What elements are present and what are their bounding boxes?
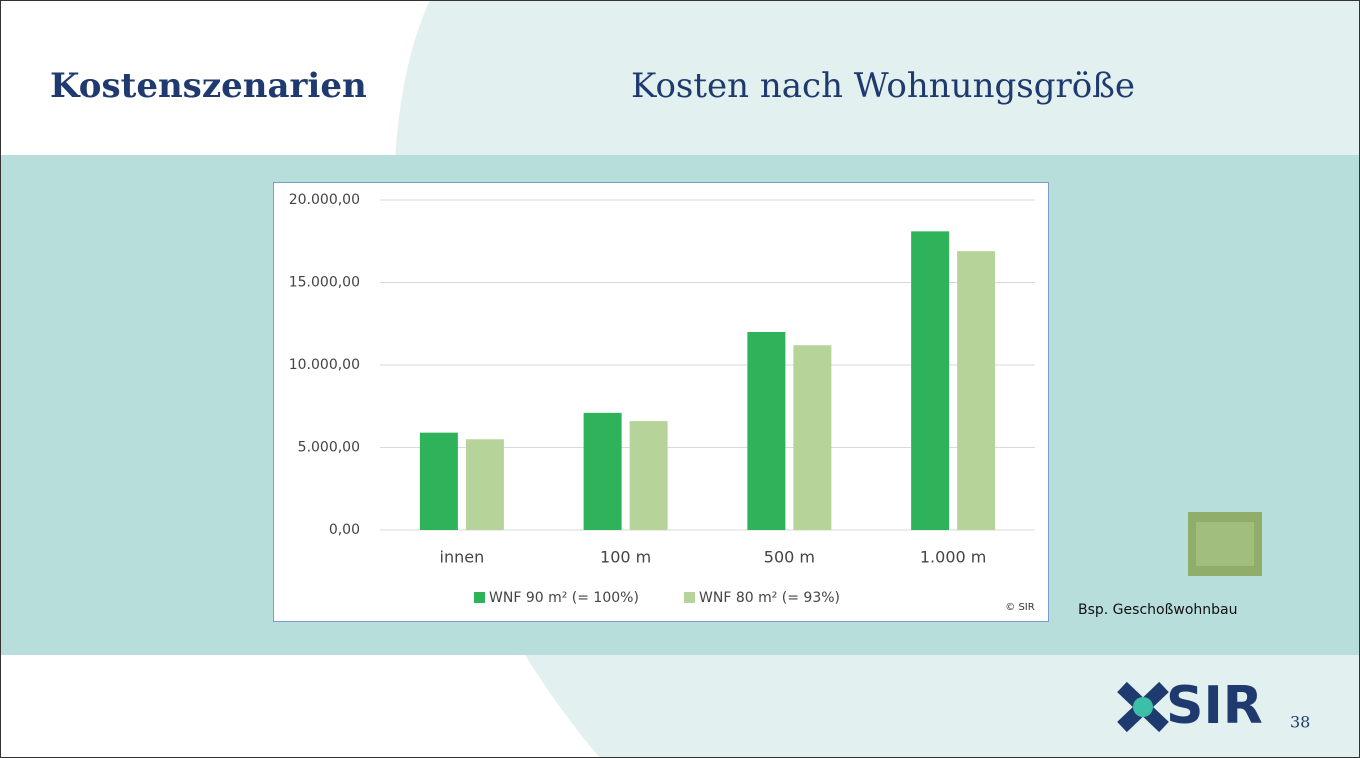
bar [466,439,504,530]
x-tick-label: innen [440,548,485,567]
y-tick-label: 0,00 [329,522,360,538]
x-tick-label: 100 m [600,548,651,567]
y-tick-label: 20.000,00 [289,192,360,208]
y-tick-label: 10.000,00 [289,357,360,373]
logo-dot [1133,697,1153,717]
slide-subtitle: Kosten nach Wohnungsgröße [631,66,1135,106]
credit: © SIR [1005,602,1034,613]
photo-detail [1196,522,1254,566]
bar [630,421,668,530]
slide: Kostenszenarien Kosten nach Wohnungsgröß… [0,0,1360,758]
slide-title: Kostenszenarien [50,66,367,106]
bar [420,433,458,530]
bar [957,251,995,530]
x-tick-label: 1.000 m [920,548,986,567]
legend-label: WNF 90 m² (= 100%) [489,590,639,606]
legend-swatch [474,592,485,603]
legend-swatch [684,592,695,603]
bar [793,345,831,530]
bar [584,413,622,530]
y-tick-label: 5.000,00 [298,440,360,456]
legend-label: WNF 80 m² (= 93%) [699,590,840,606]
logo-text: SIR [1166,676,1263,736]
caption: Bsp. Geschoßwohnbau [1078,602,1238,618]
bar [911,231,949,530]
y-tick-label: 15.000,00 [289,275,360,291]
page-number: 38 [1290,713,1310,732]
x-tick-label: 500 m [764,548,815,567]
bar [747,332,785,530]
